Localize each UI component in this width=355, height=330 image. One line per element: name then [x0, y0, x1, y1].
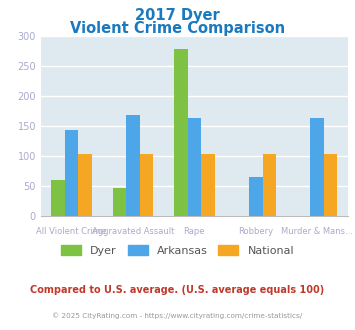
Bar — [201, 154, 215, 216]
Bar — [113, 188, 126, 216]
Bar — [78, 154, 92, 216]
Bar — [263, 154, 276, 216]
Bar — [324, 154, 338, 216]
Text: © 2025 CityRating.com - https://www.cityrating.com/crime-statistics/: © 2025 CityRating.com - https://www.city… — [53, 312, 302, 318]
Bar — [126, 115, 140, 216]
Text: Rape: Rape — [184, 227, 205, 236]
Text: Robbery: Robbery — [238, 227, 273, 236]
Bar — [51, 180, 65, 216]
Text: Compared to U.S. average. (U.S. average equals 100): Compared to U.S. average. (U.S. average … — [31, 285, 324, 295]
Text: 2017 Dyer: 2017 Dyer — [135, 8, 220, 23]
Bar — [249, 177, 263, 216]
Text: Violent Crime Comparison: Violent Crime Comparison — [70, 21, 285, 36]
Bar — [187, 118, 201, 216]
Bar — [174, 50, 187, 216]
Bar — [65, 130, 78, 216]
Text: Aggravated Assault: Aggravated Assault — [92, 227, 174, 236]
Bar — [310, 118, 324, 216]
Bar — [140, 154, 153, 216]
Text: Murder & Mans...: Murder & Mans... — [281, 227, 353, 236]
Text: All Violent Crime: All Violent Crime — [37, 227, 106, 236]
Legend: Dyer, Arkansas, National: Dyer, Arkansas, National — [56, 241, 299, 261]
